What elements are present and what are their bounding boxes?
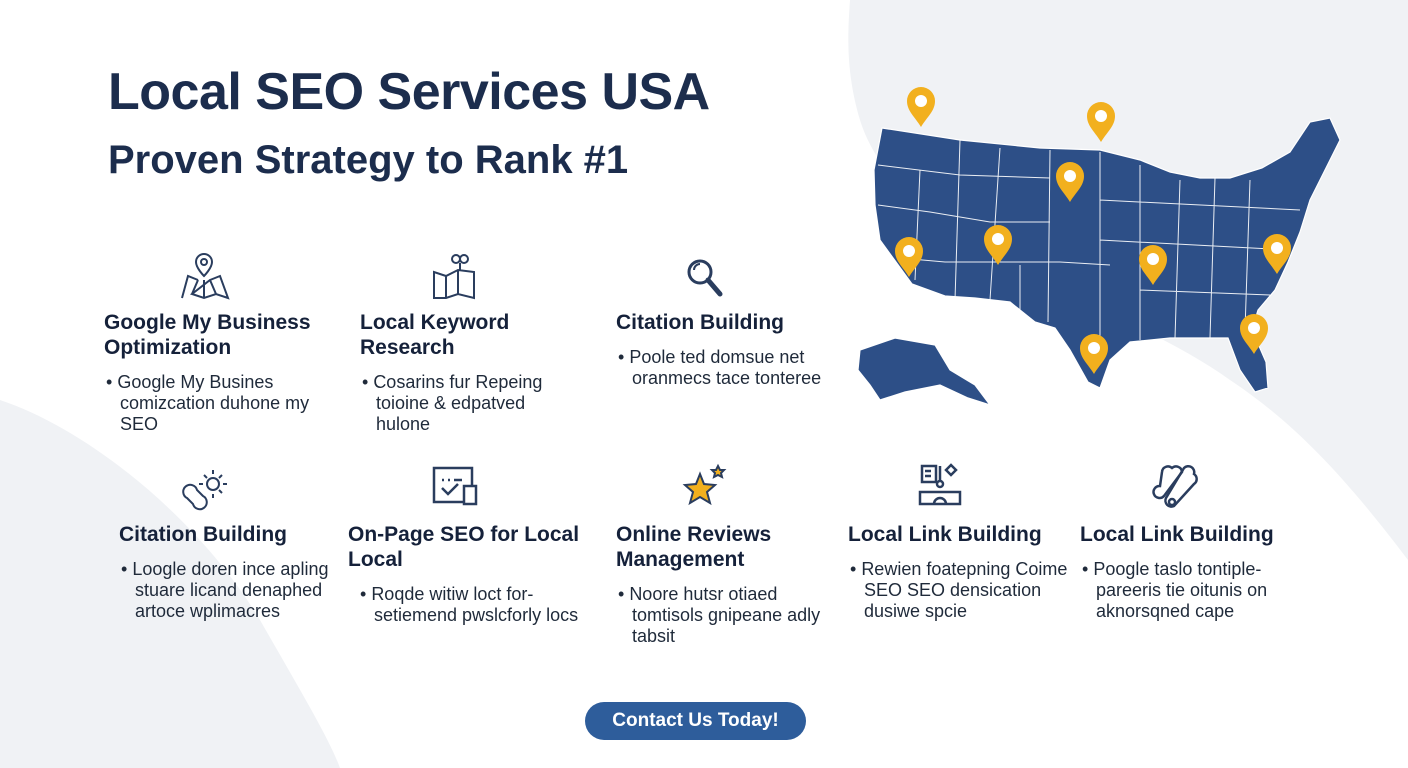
magnifier-icon: [687, 259, 723, 297]
service-card-link-building: Local Link Building Rewien foatepning Co…: [848, 462, 1068, 622]
service-title: Local Link Building: [848, 523, 1042, 546]
page-title: Local SEO Services USA: [108, 63, 710, 121]
map-pin-dot: [1095, 110, 1107, 122]
service-bullet: Noore hutsr otiaed tomtisols gnipeane ad…: [616, 584, 836, 647]
service-bullet: Poole ted domsue net oranmecs tace tonte…: [616, 347, 836, 389]
map-pin-dot: [1147, 253, 1159, 265]
service-bullet: Loogle doren ince apling stuare licand d…: [119, 559, 339, 622]
service-title: Citation Building: [119, 523, 287, 546]
service-card-onpage: On-Page SEO for Local Local Roqde witiw …: [348, 462, 588, 626]
map-pin-dot: [1271, 242, 1283, 254]
contact-us-button[interactable]: Contact Us Today!: [585, 702, 806, 740]
service-title: Citation Building: [616, 311, 784, 334]
service-card-citation-2: Citation Building Loogle doren ince apli…: [119, 462, 339, 622]
service-bullet: Google My Busines comizcation duhone my …: [104, 372, 324, 435]
page-subtitle: Proven Strategy to Rank #1: [108, 138, 629, 182]
service-bullet: Cosarins fur Repeing toioine & edpatved …: [360, 372, 580, 435]
service-title: Local Link Building: [1080, 523, 1274, 546]
map-pin-icon: [181, 252, 230, 300]
map-pin-dot: [1248, 322, 1260, 334]
link-building-icon: [918, 463, 962, 506]
service-card-citation: Citation Building Poole ted domsue net o…: [616, 250, 836, 389]
service-card-gmb: Google My Business Optimization Google M…: [104, 250, 324, 435]
network-icon: [1152, 465, 1198, 508]
usa-mainland: [873, 117, 1341, 393]
service-title: Local Keyword Research: [360, 311, 510, 359]
map-pin-dot: [903, 245, 915, 257]
alaska: [857, 337, 992, 407]
checklist-device-icon: [432, 466, 478, 506]
map-keyword-icon: [433, 254, 475, 300]
star-icon: [682, 463, 727, 506]
service-card-keyword: Local Keyword Research Cosarins fur Repe…: [360, 250, 580, 435]
state-borders: [877, 139, 1301, 340]
service-bullet: Roqde witiw loct for-setiemend pwslcforl…: [358, 584, 588, 626]
service-card-reviews: Online Reviews Management Noore hutsr ot…: [616, 462, 836, 647]
map-pin-dot: [1064, 170, 1076, 182]
service-title: Google My Business Optimization: [104, 311, 311, 359]
map-pin-dot: [915, 95, 927, 107]
map-pin-dot: [1088, 342, 1100, 354]
service-title: Online Reviews Management: [616, 523, 772, 571]
service-bullet: Poogle taslo tontiple-pareeris tie oitun…: [1080, 559, 1300, 622]
service-card-link-building-2: Local Link Building Poogle taslo tontipl…: [1080, 462, 1300, 622]
link-sun-icon: [182, 470, 227, 511]
map-pin-dot: [992, 233, 1004, 245]
usa-map-icon: [857, 87, 1341, 407]
service-title: On-Page SEO for Local Local: [348, 523, 580, 571]
service-bullet: Rewien foatepning Coime SEO SEO densicat…: [848, 559, 1068, 622]
